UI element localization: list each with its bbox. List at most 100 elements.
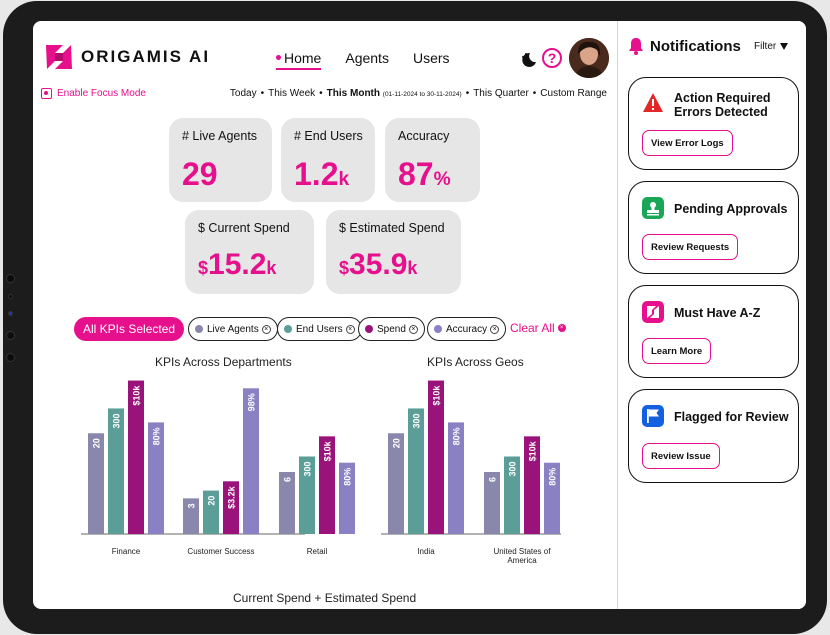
filter-icon <box>780 43 789 50</box>
chip-label: Live Agents <box>207 323 259 335</box>
chart-bar[interactable] <box>108 408 124 534</box>
chip-color-dot <box>195 325 203 333</box>
chart-bar[interactable] <box>448 422 464 534</box>
range-today[interactable]: Today <box>229 88 257 99</box>
chart-bar[interactable] <box>484 472 500 534</box>
view-error-logs-button[interactable]: View Error Logs <box>642 130 733 156</box>
chart-bar[interactable] <box>299 456 315 535</box>
range-this-month-label: This Month <box>326 88 380 99</box>
remove-chip-icon[interactable]: × <box>490 324 500 334</box>
notification-title: Must Have A-Z <box>674 306 761 320</box>
chart-bar[interactable] <box>388 433 404 534</box>
chart-bar[interactable] <box>148 422 164 534</box>
tablet-frame: ORIGAMIS AI Home Agents Users ? <box>3 1 827 634</box>
focus-mode-toggle[interactable]: Enable Focus Mode <box>41 88 146 99</box>
side-button <box>6 353 15 362</box>
all-kpis-chip[interactable]: All KPIs Selected <box>74 317 185 341</box>
chart-bar[interactable] <box>428 380 444 534</box>
avatar[interactable] <box>569 38 609 78</box>
remove-chip-icon[interactable]: × <box>345 324 355 334</box>
kpi-value: $15.2k <box>198 248 276 282</box>
flag-icon <box>642 405 664 427</box>
review-issue-button[interactable]: Review Issue <box>642 443 720 469</box>
side-button <box>8 311 13 316</box>
kpi-number: 29 <box>182 156 218 192</box>
chart-bar[interactable] <box>408 408 424 534</box>
filter-chip-accuracy[interactable]: Accuracy × <box>427 317 507 341</box>
notification-card-az: Must Have A-Z Learn More <box>628 285 799 378</box>
chart-bar[interactable] <box>339 462 355 534</box>
focus-mode-label: Enable Focus Mode <box>57 88 146 99</box>
bar-data-label: 300 <box>508 462 518 477</box>
bar-data-label: 20 <box>92 438 102 448</box>
learn-more-button[interactable]: Learn More <box>642 338 712 364</box>
kpi-label: Accuracy <box>398 129 450 143</box>
chart-bar[interactable] <box>319 436 335 534</box>
nav-agents-label: Agents <box>345 50 389 66</box>
category-label: Retail <box>307 547 328 556</box>
filter-chip-live-agents[interactable]: Live Agents × <box>188 317 278 341</box>
chart-bar[interactable] <box>223 481 239 534</box>
nav-agents[interactable]: Agents <box>345 50 389 70</box>
filter-label: Filter <box>754 41 777 52</box>
bar-data-label: 300 <box>303 462 313 477</box>
chart-bar[interactable] <box>243 388 259 534</box>
category-label: India <box>417 547 435 556</box>
review-requests-button[interactable]: Review Requests <box>642 234 739 260</box>
main-nav: Home Agents Users <box>276 50 474 70</box>
remove-chip-icon[interactable]: × <box>261 324 271 334</box>
range-this-week[interactable]: This Week <box>268 88 316 99</box>
remove-chip-icon[interactable]: × <box>408 324 418 334</box>
origami-logo-icon <box>642 301 664 323</box>
kpi-card-end-users[interactable]: # End Users 1.2k <box>281 118 375 202</box>
notifications-filter[interactable]: Filter <box>754 41 789 52</box>
notification-title: Pending Approvals <box>674 202 788 216</box>
kpi-card-current-spend[interactable]: $ Current Spend $15.2k <box>185 210 314 294</box>
focus-icon <box>41 88 52 99</box>
chart-bar[interactable] <box>524 436 540 534</box>
chart-bar[interactable] <box>128 380 144 534</box>
bar-data-label: $3.2k <box>227 485 237 509</box>
range-separator: • <box>260 88 265 99</box>
range-custom[interactable]: Custom Range <box>540 88 607 99</box>
clear-all-button[interactable]: Clear All × <box>510 321 566 335</box>
chip-label: Spend <box>377 323 406 335</box>
bar-data-label: 80% <box>152 427 162 445</box>
chart-bar[interactable] <box>88 433 104 534</box>
theme-toggle-icon[interactable] <box>519 50 539 70</box>
help-icon[interactable]: ? <box>542 48 562 68</box>
notification-card-flagged: Flagged for Review Review Issue <box>628 389 799 483</box>
chart-bar[interactable] <box>183 498 199 534</box>
bar-data-label: 20 <box>207 496 217 506</box>
kpi-number: 35.9 <box>349 248 408 281</box>
notifications-header: Notifications <box>628 37 741 55</box>
kpi-prefix: $ <box>198 258 209 278</box>
bar-data-label: 300 <box>412 413 422 428</box>
range-this-quarter[interactable]: This Quarter <box>473 88 529 99</box>
kpi-label: # Live Agents <box>182 129 258 143</box>
chart-bar[interactable] <box>504 456 520 535</box>
chart-bar[interactable] <box>279 472 295 534</box>
brand-name: ORIGAMIS AI <box>81 47 211 66</box>
bar-data-label: 300 <box>112 413 122 428</box>
range-separator: • <box>465 88 470 99</box>
category-label: Customer Success <box>187 547 254 556</box>
nav-users[interactable]: Users <box>413 50 450 70</box>
kpi-number: 1.2 <box>294 156 339 192</box>
chart-bar[interactable] <box>203 490 219 534</box>
avatar-photo <box>569 38 609 78</box>
bar-data-label: $10k <box>528 440 538 461</box>
category-label: America <box>507 556 537 565</box>
filter-chip-end-users[interactable]: End Users × <box>277 317 362 341</box>
notification-card-errors: Action Required Errors Detected View Err… <box>628 77 799 170</box>
nav-home[interactable]: Home <box>276 50 322 70</box>
filter-chip-spend[interactable]: Spend × <box>358 317 425 341</box>
kpi-card-estimated-spend[interactable]: $ Estimated Spend $35.9k <box>326 210 461 294</box>
kpi-card-live-agents[interactable]: # Live Agents 29 <box>169 118 272 202</box>
range-this-month[interactable]: This Month (01-11-2024 to 30-11-2024) <box>327 88 462 99</box>
chip-color-dot <box>284 325 292 333</box>
chart-bar[interactable] <box>544 462 560 534</box>
bar-data-label: 20 <box>392 438 402 448</box>
kpi-card-accuracy[interactable]: Accuracy 87% <box>385 118 480 202</box>
kpi-number: 87 <box>398 156 434 192</box>
